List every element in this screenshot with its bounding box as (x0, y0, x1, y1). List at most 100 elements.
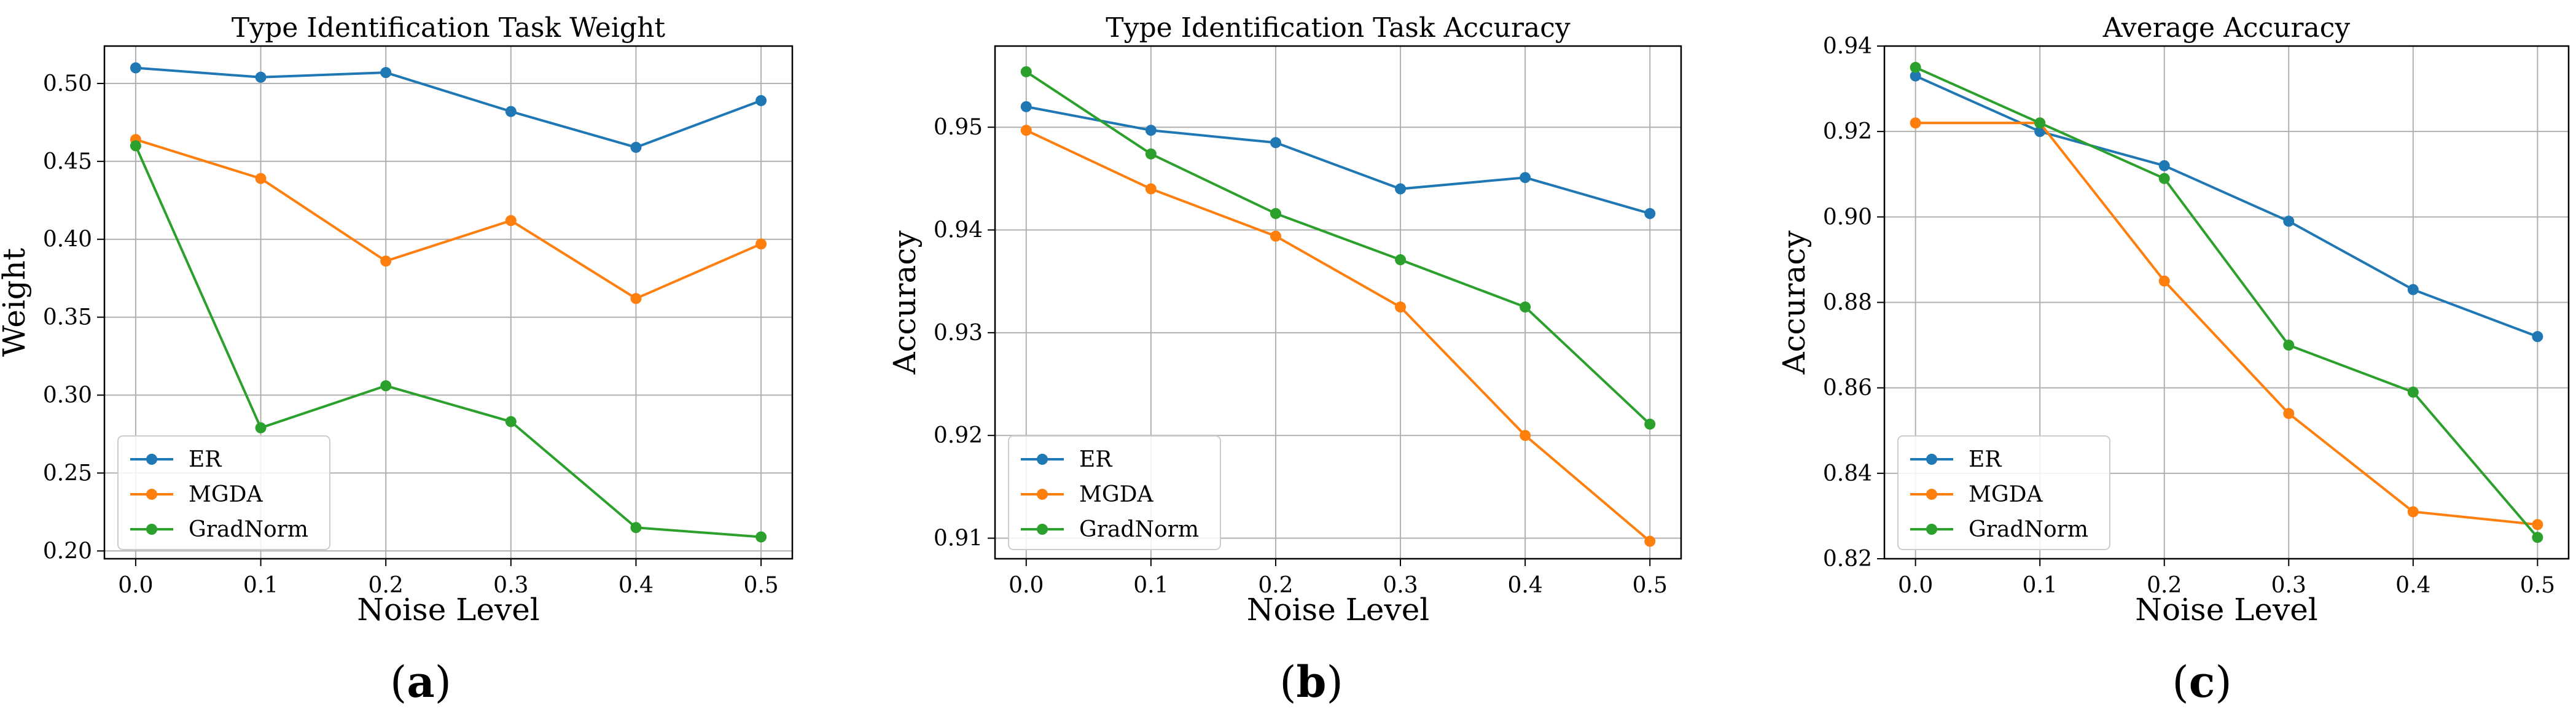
data-point-mgda (2158, 275, 2170, 287)
y-axis-label: Weight (0, 248, 32, 357)
data-point-er (1145, 125, 1157, 136)
subfigure-caption: (c) (2172, 656, 2231, 707)
legend-marker-gradnorm (1926, 524, 1937, 535)
data-point-mgda (505, 215, 517, 227)
y-tick-label: 0.35 (43, 305, 92, 330)
data-point-mgda (2283, 408, 2295, 419)
x-axis-label: Noise Level (2135, 592, 2318, 628)
x-tick-label: 0.2 (369, 573, 404, 598)
data-point-er (1520, 172, 1531, 184)
data-point-gradnorm (1020, 66, 1032, 77)
legend-label-mgda: MGDA (189, 482, 263, 507)
data-point-gradnorm (2407, 386, 2419, 398)
x-tick-label: 0.1 (1133, 573, 1168, 598)
legend-marker-mgda (1037, 489, 1048, 500)
data-point-er (1270, 137, 1281, 149)
x-tick-label: 0.5 (2520, 573, 2555, 598)
data-point-gradnorm (1520, 301, 1531, 313)
chart-title: Type Identification Task Weight (232, 12, 666, 44)
legend-marker-er (1926, 454, 1937, 465)
chart-title: Average Accuracy (2102, 12, 2351, 44)
y-tick-label: 0.95 (934, 115, 983, 140)
data-point-gradnorm (2532, 532, 2543, 543)
y-tick-label: 0.30 (43, 383, 92, 408)
x-tick-label: 0.4 (1508, 573, 1543, 598)
legend-marker-mgda (146, 489, 157, 500)
legend-label-gradnorm: GradNorm (1969, 517, 2088, 542)
data-point-gradnorm (1644, 418, 1656, 430)
y-tick-label: 0.20 (43, 538, 92, 564)
x-tick-label: 0.0 (1898, 573, 1933, 598)
legend: ER MGDA GradNorm (1008, 435, 1221, 550)
data-point-er (1395, 183, 1407, 195)
y-tick-label: 0.84 (1823, 461, 1872, 486)
axes-frame (103, 45, 794, 560)
data-point-er (2407, 284, 2419, 295)
legend-frame (117, 435, 330, 550)
data-point-mgda (1644, 535, 1656, 547)
legend: ER MGDA GradNorm (1897, 435, 2110, 550)
data-point-gradnorm (1145, 148, 1157, 160)
legend-frame (1897, 435, 2110, 550)
x-tick-label: 0.2 (2147, 573, 2182, 598)
subfigure-caption: (a) (390, 656, 451, 707)
data-point-er (2283, 216, 2295, 227)
series-line-er (1026, 105, 1650, 215)
y-tick-label: 0.50 (43, 71, 92, 96)
data-point-gradnorm (380, 380, 392, 392)
y-tick-label: 0.88 (1823, 290, 1872, 316)
y-axis-label: Accuracy (887, 230, 923, 375)
y-tick-label: 0.45 (43, 149, 92, 174)
data-point-mgda (380, 255, 392, 267)
series-line-mgda (135, 138, 762, 300)
data-point-er (2532, 331, 2543, 343)
legend-marker-er (146, 454, 157, 465)
data-point-gradnorm (130, 140, 141, 152)
data-point-er (505, 106, 517, 117)
data-point-mgda (1145, 183, 1157, 195)
data-point-gradnorm (505, 416, 517, 427)
chart-title: Type Identification Task Accuracy (1106, 12, 1571, 44)
data-point-er (130, 62, 141, 74)
series-line-er (135, 66, 762, 149)
legend-label-gradnorm: GradNorm (1079, 517, 1199, 542)
legend-label-mgda: MGDA (1969, 482, 2043, 507)
data-point-gradnorm (255, 422, 267, 433)
legend-marker-er (1037, 454, 1048, 465)
x-tick-label: 0.0 (118, 573, 153, 598)
data-point-mgda (1020, 125, 1032, 136)
series-line-mgda (1025, 129, 1651, 543)
x-tick-label: 0.4 (619, 573, 654, 598)
data-point-er (380, 67, 392, 79)
data-point-mgda (1270, 230, 1281, 242)
y-tick-label: 0.94 (1823, 34, 1872, 59)
data-point-er (255, 71, 267, 83)
data-point-gradnorm (2158, 173, 2170, 184)
legend-label-er: ER (1969, 447, 2002, 472)
data-point-gradnorm (2034, 117, 2046, 129)
data-point-mgda (2407, 506, 2419, 518)
x-tick-label: 0.3 (2271, 573, 2306, 598)
x-axis-label: Noise Level (357, 592, 540, 628)
x-axis-label: Noise Level (1247, 592, 1430, 628)
legend: ER MGDA GradNorm (117, 435, 330, 550)
x-tick-label: 0.1 (2023, 573, 2058, 598)
data-point-gradnorm (1395, 254, 1407, 266)
y-tick-label: 0.86 (1823, 376, 1872, 401)
x-tick-label: 0.5 (1633, 573, 1668, 598)
data-point-er (755, 95, 767, 106)
data-point-gradnorm (2283, 340, 2295, 351)
data-point-er (630, 141, 642, 153)
series-line-gradnorm (135, 145, 762, 538)
data-point-mgda (630, 293, 642, 305)
y-tick-label: 0.93 (934, 321, 983, 346)
chart-panel-3: 0.0 0.1 0.2 0.3 0.4 0.5 0.82 0.84 0.86 0.88 0.90 0.… (1776, 12, 2570, 707)
y-tick-label: 0.92 (934, 423, 983, 448)
y-tick-label: 0.92 (1823, 119, 1872, 144)
subfigure-caption: (b) (1279, 656, 1343, 707)
data-point-er (2034, 126, 2046, 138)
series-line-gradnorm (1025, 71, 1651, 426)
data-point-gradnorm (630, 522, 642, 534)
y-tick-label: 0.82 (1823, 546, 1872, 572)
